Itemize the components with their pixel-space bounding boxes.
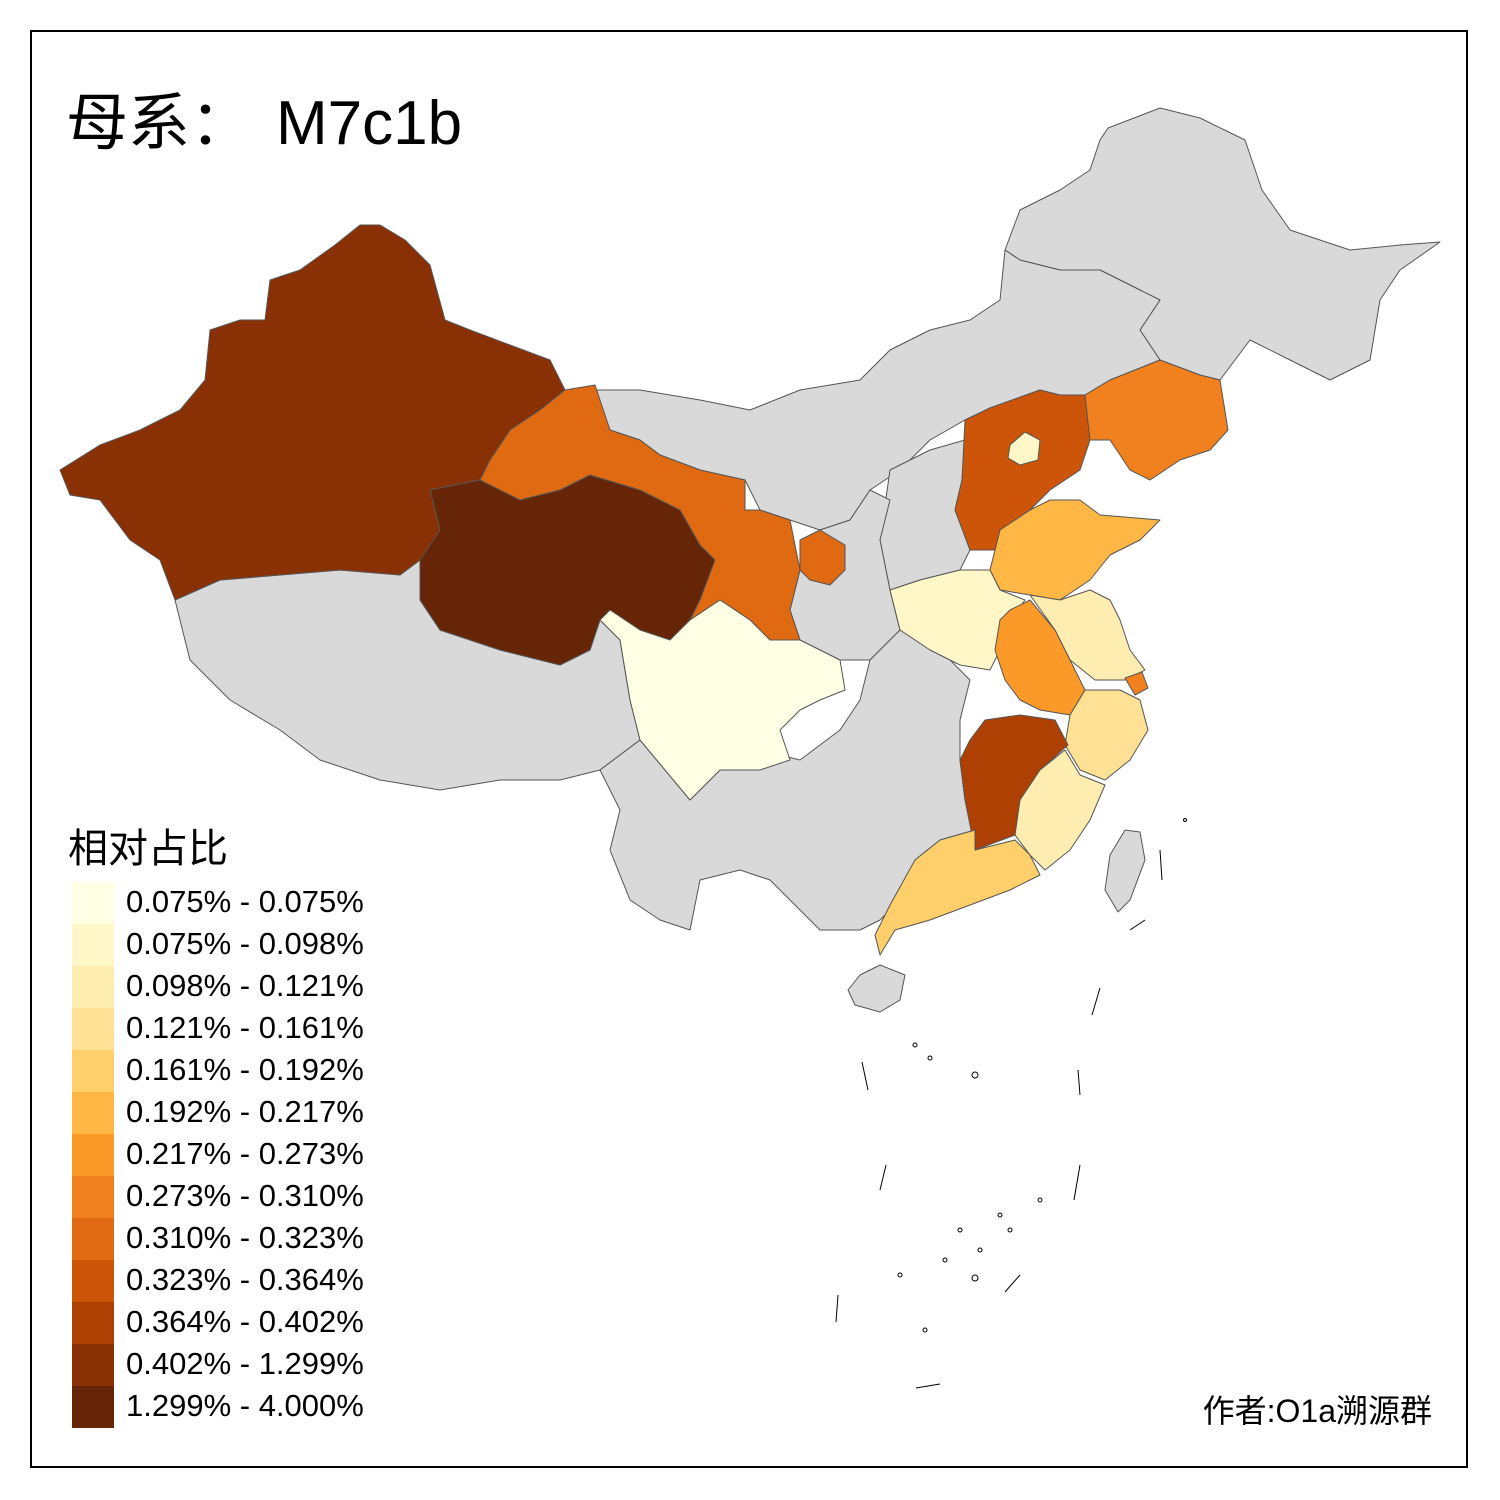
region-heilongjiang-jilin	[1004, 107, 1441, 381]
legend-swatch	[72, 924, 114, 966]
region-guangdong	[874, 829, 1041, 956]
region-xinjiang	[59, 224, 566, 601]
legend-swatch	[72, 966, 114, 1008]
region-zhejiang	[1064, 689, 1149, 781]
legend-label: 0.323% - 0.364%	[126, 1262, 364, 1297]
legend-label: 0.310% - 0.323%	[126, 1220, 364, 1255]
legend-label: 0.192% - 0.217%	[126, 1094, 364, 1129]
legend-swatch	[72, 1092, 114, 1134]
region-beijing	[1007, 431, 1041, 466]
legend-swatch	[72, 1260, 114, 1302]
legend-swatch	[72, 1386, 114, 1428]
legend-label: 0.402% - 1.299%	[126, 1346, 364, 1381]
legend-swatch	[72, 882, 114, 924]
region-shanghai	[1124, 671, 1149, 696]
legend-label: 0.161% - 0.192%	[126, 1052, 364, 1087]
region-fujian	[1014, 749, 1106, 871]
region-hebei	[954, 389, 1091, 551]
legend-swatch	[72, 1008, 114, 1050]
south-china-sea-islands	[835, 818, 1187, 1389]
legend-label: 0.121% - 0.161%	[126, 1010, 364, 1045]
legend-label: 0.075% - 0.098%	[126, 926, 364, 961]
legend-label: 0.364% - 0.402%	[126, 1304, 364, 1339]
title-haplogroup: M7c1b	[276, 89, 463, 158]
region-gansu	[479, 384, 801, 641]
legend-swatch	[72, 1302, 114, 1344]
legend-swatch	[72, 1050, 114, 1092]
title-label: 母系：	[66, 86, 253, 159]
author-credit: 作者:O1a溯源群	[1202, 1393, 1432, 1429]
legend-swatch	[72, 1344, 114, 1386]
map-title: 母系： M7c1b	[66, 72, 462, 162]
region-hainan	[847, 964, 906, 1013]
legend-label: 0.217% - 0.273%	[126, 1136, 364, 1171]
legend-label: 0.273% - 0.310%	[126, 1178, 364, 1213]
region-sichuan	[599, 599, 846, 801]
legend-label: 0.075% - 0.075%	[126, 884, 364, 919]
legend-swatch	[72, 1134, 114, 1176]
region-taiwan	[1104, 829, 1146, 913]
legend-label: 0.098% - 0.121%	[126, 968, 364, 1003]
legend-swatch	[72, 1218, 114, 1260]
legend-title: 相对占比	[68, 826, 228, 872]
legend-swatch	[72, 1176, 114, 1218]
region-liaoning	[1084, 359, 1229, 481]
region-shandong	[989, 499, 1161, 601]
legend-label: 1.299% - 4.000%	[126, 1388, 364, 1423]
region-ningxia	[799, 529, 846, 586]
